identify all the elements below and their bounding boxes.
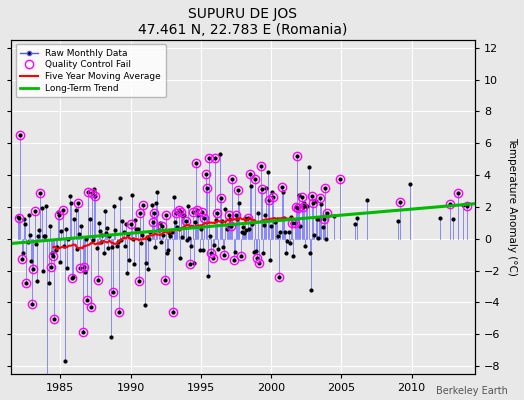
Legend: Raw Monthly Data, Quality Control Fail, Five Year Moving Average, Long-Term Tren: Raw Monthly Data, Quality Control Fail, … [16, 44, 166, 97]
Y-axis label: Temperature Anomaly (°C): Temperature Anomaly (°C) [507, 138, 517, 276]
Text: Berkeley Earth: Berkeley Earth [436, 386, 508, 396]
Title: SUPURU DE JOS
47.461 N, 22.783 E (Romania): SUPURU DE JOS 47.461 N, 22.783 E (Romani… [138, 7, 347, 37]
